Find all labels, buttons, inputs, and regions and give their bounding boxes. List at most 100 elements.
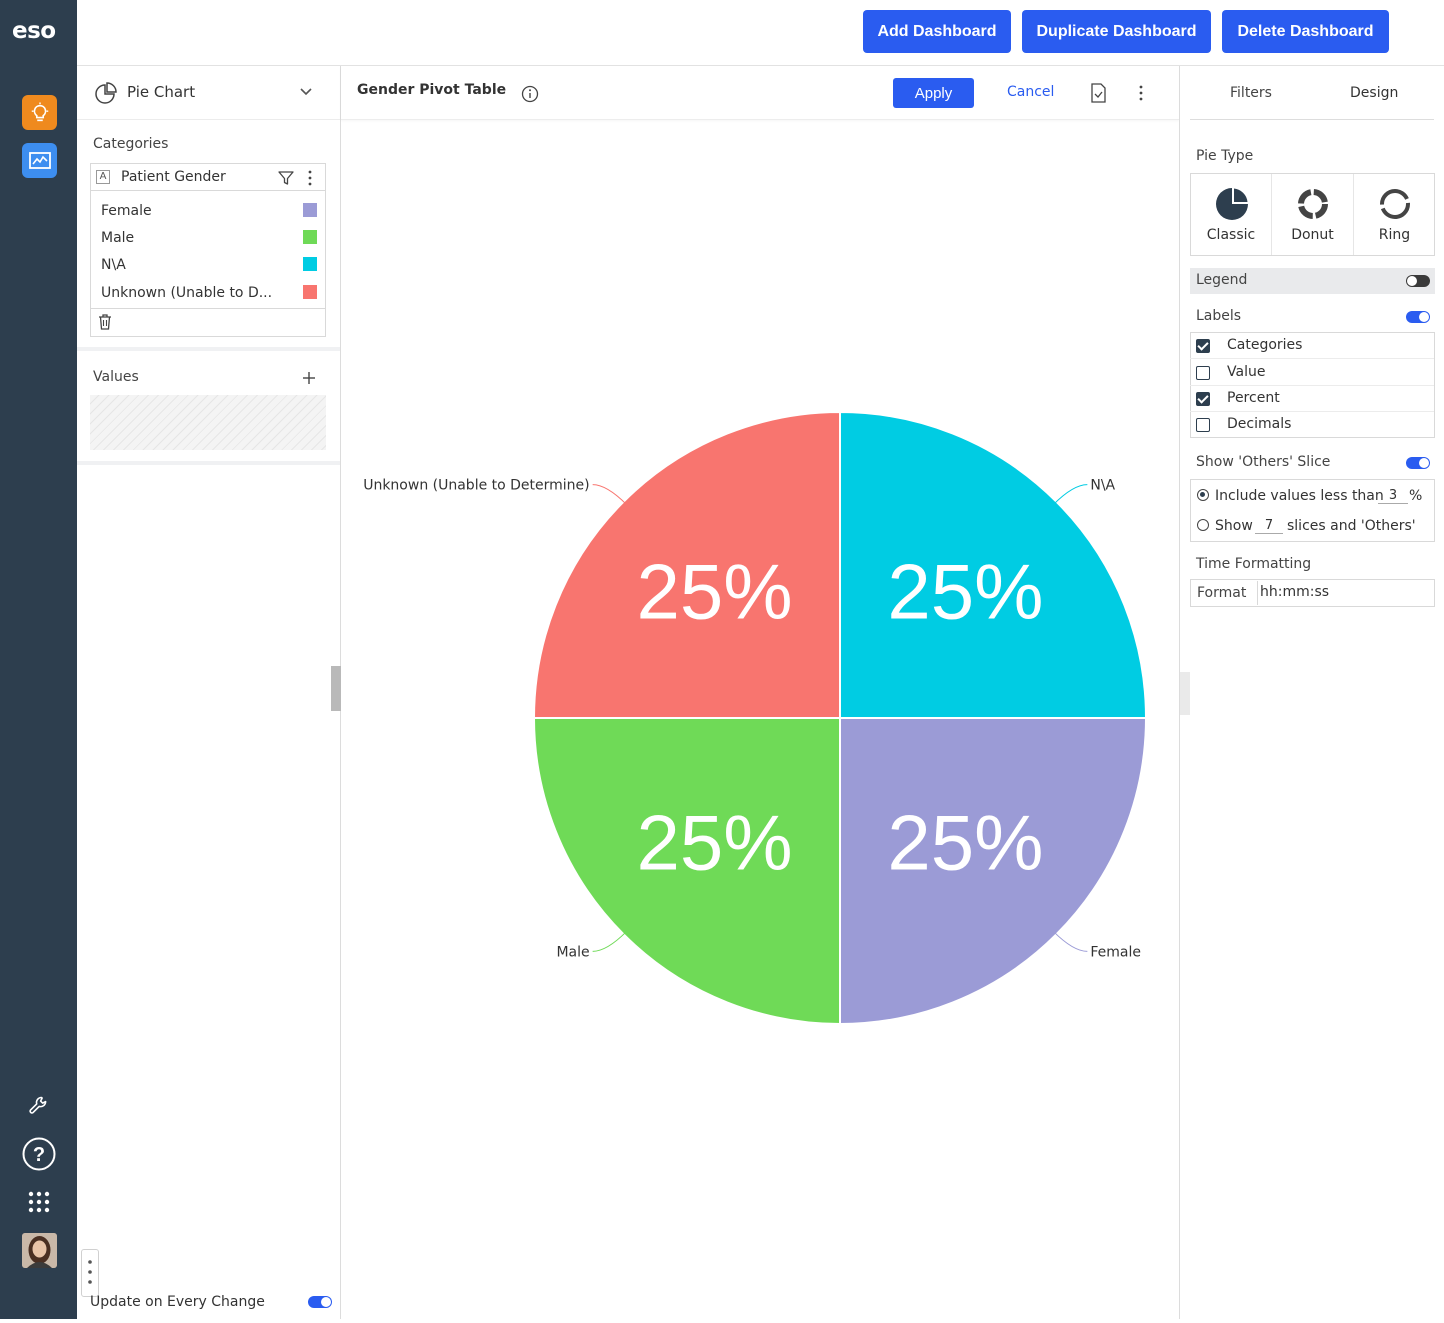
- info-icon[interactable]: [521, 85, 539, 103]
- chart-type-label: Pie Chart: [127, 83, 196, 101]
- pie-leader-line-female: [1053, 931, 1088, 952]
- divider: [91, 308, 325, 309]
- pie-category-label-female: Female: [1090, 944, 1141, 960]
- categories-checkbox[interactable]: [1196, 339, 1210, 353]
- decimals-checkbox[interactable]: [1196, 418, 1210, 432]
- include-values-label: Include values less than: [1215, 488, 1384, 504]
- category-item-female: Female: [101, 203, 152, 219]
- trash-icon[interactable]: [98, 314, 112, 330]
- percent-option-label: Percent: [1227, 390, 1280, 406]
- pie-type-donut[interactable]: Donut: [1272, 174, 1354, 255]
- category-color-female[interactable]: [303, 203, 317, 217]
- time-formatting-label: Time Formatting: [1196, 556, 1312, 572]
- export-file-icon[interactable]: [1090, 83, 1107, 103]
- category-color-na[interactable]: [303, 257, 317, 271]
- pie-percent-label-female: 25%: [887, 798, 1043, 886]
- legend-toggle[interactable]: [1406, 275, 1430, 287]
- others-slice-label: Show 'Others' Slice: [1196, 454, 1331, 470]
- chart-monitor-icon: [28, 151, 51, 169]
- help-button[interactable]: ?: [22, 1137, 56, 1171]
- pie-category-label-unknown-unable-to-determine: Unknown (Unable to Determine): [363, 478, 589, 494]
- show-slices-suffix: slices and 'Others': [1287, 518, 1416, 534]
- pie-leader-line-male: [592, 931, 627, 952]
- update-on-change-label: Update on Every Change: [90, 1294, 265, 1310]
- section-divider: [77, 461, 340, 465]
- analytics-app-button[interactable]: [22, 143, 57, 178]
- tab-design[interactable]: Design: [1350, 85, 1399, 101]
- category-item-male: Male: [101, 230, 135, 246]
- pie-type-ring-label: Ring: [1378, 227, 1411, 243]
- label-option-percent[interactable]: Percent: [1190, 386, 1434, 412]
- collapse-left-handle[interactable]: [331, 666, 341, 711]
- classic-pie-icon: [1216, 188, 1248, 220]
- include-threshold-input[interactable]: 3: [1378, 488, 1408, 504]
- insights-app-button[interactable]: [22, 95, 57, 130]
- chart-type-selector[interactable]: Pie Chart: [77, 66, 340, 120]
- more-options-handle[interactable]: [81, 1249, 99, 1297]
- widget-title[interactable]: Gender Pivot Table: [357, 82, 507, 98]
- vertical-dots-icon: [88, 1260, 92, 1284]
- field-more-icon[interactable]: [307, 170, 313, 186]
- delete-dashboard-button[interactable]: Delete Dashboard: [1222, 10, 1389, 53]
- add-dashboard-button[interactable]: Add Dashboard: [863, 10, 1011, 53]
- category-item-na: N\A: [101, 257, 126, 273]
- filter-icon[interactable]: [278, 170, 294, 186]
- pie-category-label-male: Male: [556, 944, 589, 960]
- labels-label: Labels: [1196, 308, 1242, 324]
- svg-text:?: ?: [33, 1144, 45, 1166]
- category-color-unknown[interactable]: [303, 285, 317, 299]
- pie-type-ring[interactable]: Ring: [1354, 174, 1435, 255]
- apps-grid-button[interactable]: [22, 1185, 56, 1219]
- add-value-icon[interactable]: [302, 371, 316, 385]
- widget-editor-header: Gender Pivot Table Apply Cancel: [341, 66, 1179, 120]
- cancel-button[interactable]: Cancel: [1007, 84, 1055, 100]
- others-slice-toggle[interactable]: [1406, 457, 1430, 469]
- categories-option-label: Categories: [1227, 337, 1303, 353]
- update-on-change-toggle[interactable]: [308, 1296, 332, 1308]
- category-item-unknown: Unknown (Unable to D...: [101, 285, 273, 301]
- tab-filters[interactable]: Filters: [1230, 85, 1272, 101]
- wrench-button[interactable]: [22, 1089, 56, 1123]
- pie-percent-label-n-a: 25%: [887, 548, 1043, 636]
- collapse-right-handle[interactable]: [1180, 672, 1190, 715]
- percent-sign: %: [1409, 488, 1423, 504]
- chevron-down-icon: [300, 88, 312, 96]
- values-label: Values: [93, 369, 139, 385]
- labels-toggle[interactable]: [1406, 311, 1430, 323]
- wrench-icon: [29, 1096, 47, 1114]
- avatar[interactable]: [22, 1233, 57, 1268]
- legend-label: Legend: [1196, 272, 1248, 288]
- tabs-divider: [1190, 119, 1434, 120]
- label-option-decimals[interactable]: Decimals: [1190, 412, 1434, 438]
- label-option-value[interactable]: Value: [1190, 360, 1434, 386]
- user-photo: [22, 1233, 57, 1268]
- pie-leader-line-n-a: [1053, 484, 1088, 505]
- ring-icon: [1380, 189, 1410, 219]
- pie-type-classic[interactable]: Classic: [1191, 174, 1272, 255]
- pie-type-selector: Classic Donut Ring: [1190, 173, 1435, 256]
- values-drop-zone[interactable]: [90, 395, 326, 450]
- help-icon: ?: [22, 1137, 56, 1171]
- duplicate-dashboard-button[interactable]: Duplicate Dashboard: [1022, 10, 1211, 53]
- lightbulb-icon: [31, 101, 48, 121]
- categories-label: Categories: [93, 136, 169, 152]
- format-input[interactable]: hh:mm:ss: [1257, 581, 1434, 605]
- pie-chart-icon: [95, 82, 117, 104]
- chart-canvas: 25% N\A 25% Female 25% Male 25% Unknown (Unable…: [341, 120, 1179, 1319]
- label-option-categories[interactable]: Categories: [1190, 333, 1434, 359]
- pie-type-label: Pie Type: [1196, 148, 1254, 164]
- include-values-radio[interactable]: [1197, 489, 1209, 501]
- apply-button[interactable]: Apply: [893, 78, 974, 108]
- value-option-label: Value: [1227, 364, 1266, 380]
- text-field-type-icon: A: [96, 170, 110, 184]
- field-header[interactable]: A Patient Gender: [91, 164, 325, 191]
- more-menu-icon[interactable]: [1138, 85, 1144, 101]
- percent-checkbox[interactable]: [1196, 392, 1210, 406]
- category-color-male[interactable]: [303, 230, 317, 244]
- pie-chart: 25% N\A 25% Female 25% Male 25% Unknown (Unable…: [363, 410, 1148, 1026]
- others-options: Include values less than 3 % Show 7 slic…: [1190, 479, 1435, 542]
- show-slices-radio[interactable]: [1197, 519, 1209, 531]
- show-slices-input[interactable]: 7: [1255, 518, 1283, 534]
- pie-type-donut-label: Donut: [1291, 227, 1334, 243]
- value-checkbox[interactable]: [1196, 366, 1210, 380]
